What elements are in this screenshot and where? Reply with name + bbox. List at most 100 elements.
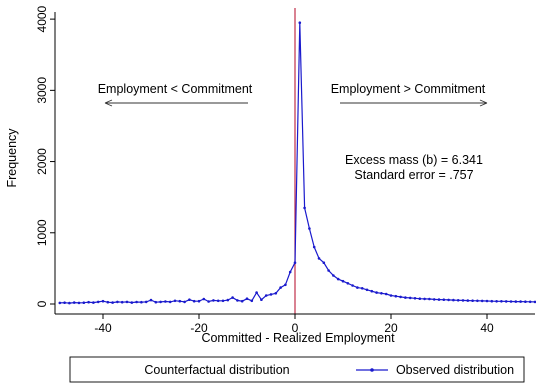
- observed-data-point: [399, 295, 402, 299]
- observed-data-point: [380, 292, 383, 295]
- observed-data-point: [346, 282, 350, 285]
- observed-data-point: [231, 296, 234, 299]
- observed-data-point: [466, 299, 470, 302]
- observed-data-point: [264, 294, 268, 297]
- right-annotation: Employment > Commitment: [331, 82, 486, 96]
- observed-data-point: [495, 300, 498, 303]
- x-tick-label: -20: [190, 321, 208, 335]
- x-axis-title: Committed - Realized Employment: [201, 331, 395, 345]
- observed-data-point: [96, 300, 100, 304]
- observed-data-point: [221, 299, 225, 303]
- observed-data-point: [303, 206, 306, 210]
- observed-data-point: [274, 292, 278, 295]
- observed-data-point: [255, 291, 258, 294]
- observed-data-point: [92, 301, 95, 304]
- observed-data-point: [188, 298, 191, 302]
- observed-data-point: [77, 301, 81, 305]
- observed-data-point: [504, 300, 508, 303]
- observed-data-point: [327, 269, 330, 272]
- legend-box: [69, 356, 525, 383]
- observed-data-point: [471, 299, 474, 303]
- observed-data-point: [72, 301, 76, 304]
- observed-data-point: [101, 299, 105, 303]
- observed-data-point: [168, 300, 172, 304]
- observed-data-point: [284, 283, 287, 287]
- observed-data-point: [164, 300, 167, 303]
- observed-data-point: [509, 300, 513, 303]
- observed-data-point: [140, 300, 143, 304]
- observed-data-point: [437, 298, 441, 301]
- observed-data-point: [408, 296, 412, 300]
- observed-data-point: [159, 300, 162, 304]
- observed-data-point: [500, 300, 503, 303]
- observed-data-point: [197, 299, 201, 303]
- observed-data-point: [461, 299, 465, 302]
- observed-data-point: [240, 299, 244, 303]
- right-arrow-head: [479, 99, 488, 107]
- left-annotation: Employment < Commitment: [98, 82, 253, 96]
- legend-observed-label: Observed distribution: [396, 363, 514, 377]
- observed-data-point: [260, 298, 263, 302]
- observed-data-point: [293, 261, 297, 265]
- observed-data-point: [312, 245, 316, 249]
- observed-data-point: [370, 289, 374, 293]
- observed-data-point: [351, 284, 354, 287]
- left-arrow-head: [104, 99, 113, 107]
- observed-data-point: [125, 300, 129, 304]
- observed-data-point: [428, 297, 431, 301]
- y-tick-label: 1000: [35, 219, 49, 246]
- observed-data-point: [456, 299, 460, 302]
- observed-data-point: [341, 279, 345, 283]
- legend-counterfactual-label: Counterfactual distribution: [144, 363, 289, 377]
- observed-data-point: [111, 301, 114, 304]
- observed-data-point: [447, 298, 450, 302]
- observed-data-point: [384, 292, 388, 296]
- observed-data-point: [149, 298, 153, 302]
- standard-error-label: Standard error = .757: [354, 168, 473, 182]
- observed-data-point: [442, 298, 446, 302]
- observed-data-point: [476, 299, 479, 303]
- observed-data-point: [524, 300, 527, 304]
- observed-data-point: [154, 300, 158, 304]
- observed-data-point: [519, 300, 522, 303]
- observed-data-point: [389, 294, 393, 297]
- observed-series-line: [59, 22, 536, 304]
- observed-data-point: [413, 297, 417, 300]
- y-tick-label: 0: [35, 300, 49, 307]
- observed-data-point: [404, 296, 407, 299]
- annotations: Employment < Commitment Employment > Com…: [98, 82, 488, 182]
- observed-data-point: [250, 299, 254, 303]
- observed-data-point: [202, 297, 206, 301]
- observed-data-point: [298, 21, 302, 25]
- observed-data-point: [322, 261, 326, 265]
- observed-data-point: [356, 286, 359, 289]
- x-tick-label: 0: [292, 321, 299, 335]
- observed-data-point: [212, 299, 215, 302]
- observed-data-point: [375, 291, 378, 294]
- observed-data-point: [130, 301, 134, 304]
- observed-data-point: [365, 288, 369, 292]
- legend-observed-marker: [370, 368, 374, 372]
- axes: 0 1000 2000 3000 4000 -40 -20 0 20 40: [35, 5, 535, 335]
- observed-data-point: [418, 297, 422, 301]
- observed-data-point: [236, 299, 239, 302]
- observed-data-point: [269, 293, 273, 296]
- observed-data-point: [485, 299, 489, 303]
- observed-data-point: [173, 299, 177, 303]
- observed-data-point: [63, 301, 66, 305]
- observed-data-point: [279, 286, 282, 289]
- x-tick-label: -40: [94, 321, 112, 335]
- observed-data-point: [245, 297, 249, 301]
- observed-data-point: [332, 274, 335, 277]
- observed-data-point: [288, 270, 292, 274]
- observed-data-point: [514, 300, 518, 303]
- y-tick-label: 4000: [35, 5, 49, 32]
- observed-data-point: [308, 227, 311, 230]
- observed-data-point: [226, 298, 230, 302]
- observed-data-point: [528, 300, 532, 304]
- observed-data-point: [68, 301, 71, 305]
- observed-data-point: [192, 299, 196, 303]
- observed-data-point: [490, 299, 494, 303]
